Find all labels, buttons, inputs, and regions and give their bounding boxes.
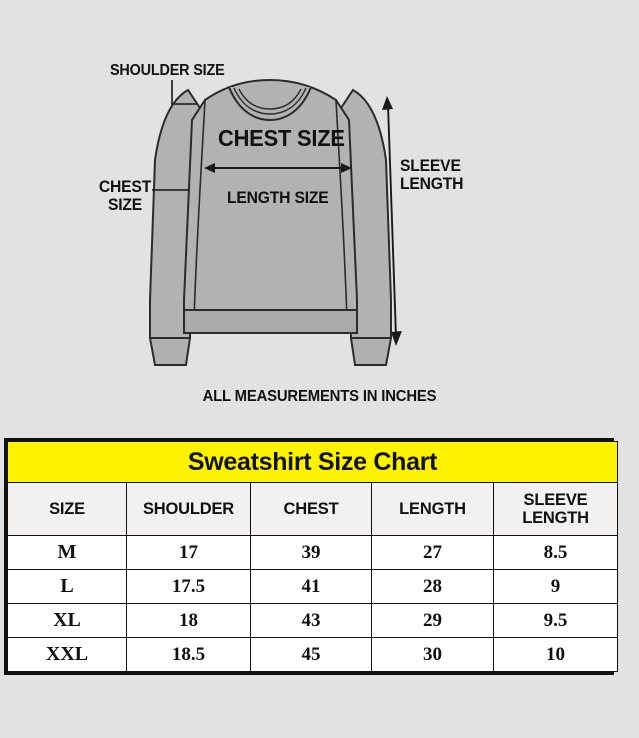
cell-sleeve-length: 9.5 <box>492 603 619 638</box>
measurement-units-note: ALL MEASUREMENTS IN INCHES <box>202 388 437 405</box>
cell-chest: 45 <box>250 637 372 672</box>
sweatshirt-illustration <box>148 78 402 366</box>
column-header-sleeve-length: SLEEVE LENGTH <box>492 482 619 536</box>
cell-sleeve-length: 8.5 <box>492 535 619 570</box>
chest-measure-arrow <box>204 163 352 173</box>
cell-shoulder: 18 <box>126 603 251 638</box>
column-header-size: SIZE <box>7 482 127 536</box>
column-header-shoulder: SHOULDER <box>126 482 251 536</box>
cell-shoulder: 17 <box>126 535 251 570</box>
table-row: XL 18 43 29 9.5 <box>7 603 619 638</box>
cell-shoulder: 17.5 <box>126 569 251 604</box>
right-shoulder-seam <box>335 99 348 321</box>
table-header-row: SIZE SHOULDER CHEST LENGTH SLEEVE LENGTH <box>7 482 619 536</box>
left-shoulder-seam <box>193 99 206 321</box>
column-header-length: LENGTH <box>371 482 494 536</box>
cell-chest: 43 <box>250 603 372 638</box>
column-header-chest: CHEST <box>250 482 372 536</box>
cell-size: XXL <box>7 637 127 672</box>
left-cuff-shape <box>148 337 192 366</box>
length-size-label: LENGTH SIZE <box>227 189 329 207</box>
body-shape <box>183 78 358 334</box>
cell-chest: 41 <box>250 569 372 604</box>
cell-size: M <box>7 535 127 570</box>
size-chart-body: Sweatshirt Size Chart SIZE SHOULDER CHES… <box>6 441 619 672</box>
cell-size: XL <box>7 603 127 638</box>
cell-shoulder: 18.5 <box>126 637 251 672</box>
shoulder-leader-line <box>171 80 198 105</box>
collar-rib-line-1 <box>233 87 307 115</box>
right-cuff-shape <box>349 337 393 366</box>
cell-size: L <box>7 569 127 604</box>
collar-rib-line-2 <box>238 88 302 110</box>
cell-sleeve-length: 9 <box>492 569 619 604</box>
hem-band-shape <box>183 309 358 334</box>
shoulder-size-label: SHOULDER SIZE <box>110 62 225 79</box>
cell-length: 29 <box>371 603 494 638</box>
table-row: L 17.5 41 28 9 <box>7 569 619 604</box>
chest-size-label: CHEST SIZE <box>218 125 345 151</box>
collar-outer-shape <box>228 86 312 122</box>
size-chart-table-container: Sweatshirt Size Chart SIZE SHOULDER CHES… <box>4 438 619 675</box>
table-row: M 17 39 27 8.5 <box>7 535 619 570</box>
cell-length: 30 <box>371 637 494 672</box>
sleeve-length-label: SLEEVE LENGTH <box>400 157 464 194</box>
cell-length: 28 <box>371 569 494 604</box>
page-title: Sweatshirt Size Chart <box>6 441 619 483</box>
cell-sleeve-length: 10 <box>492 637 619 672</box>
cell-length: 27 <box>371 535 494 570</box>
sleeve-measure-arrow <box>382 96 402 346</box>
cell-chest: 39 <box>250 535 372 570</box>
chart-title-row: Sweatshirt Size Chart <box>6 441 619 483</box>
chest-size-side-label: CHEST SIZE <box>98 178 152 215</box>
garment-diagram: SHOULDER SIZE CHEST SIZE LENGTH SIZE CHE… <box>98 62 464 405</box>
size-chart-table: Sweatshirt Size Chart SIZE SHOULDER CHES… <box>6 441 619 672</box>
table-row: XXL 18.5 45 30 10 <box>7 637 619 672</box>
